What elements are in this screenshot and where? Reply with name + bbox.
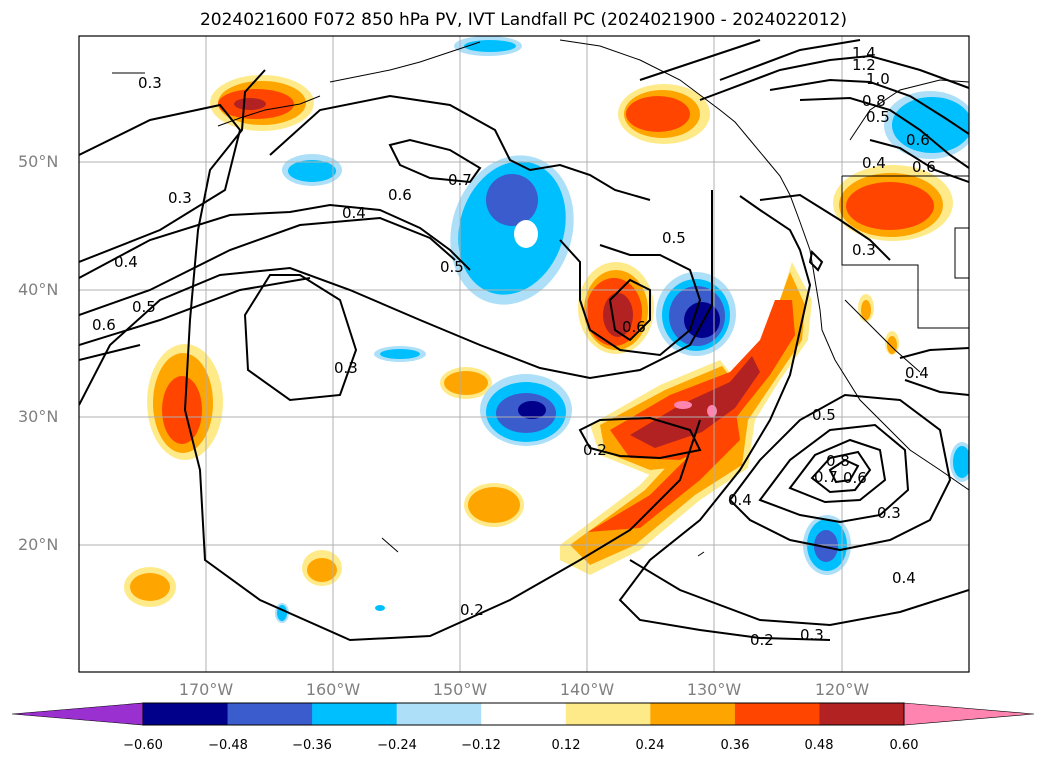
coastlines: [112, 39, 969, 557]
colorbar-cell: [481, 703, 567, 725]
contour-label: 1.0: [866, 70, 890, 88]
contour-label: 0.3: [852, 241, 876, 259]
contour-label: 0.6: [92, 316, 116, 334]
map-background: [79, 36, 969, 672]
colorbar-tick-label: 0.36: [720, 738, 750, 753]
contour-label: 0.4: [728, 491, 752, 509]
contour-label: 0.3: [168, 189, 192, 207]
map-frame: [78, 35, 970, 673]
contour-label: 0.6: [388, 186, 412, 204]
lon-label: 140°W: [559, 680, 615, 699]
contour-label: 0.4: [905, 364, 929, 382]
contour-labels: 0.3 0.3 0.4 0.5 0.6 0.4 0.6 0.7 0.5 0.5 …: [92, 44, 936, 649]
colorbar-tick-label: 0.60: [889, 738, 919, 753]
contour-label: 0.4: [862, 154, 886, 172]
lat-label: 50°N: [18, 152, 59, 171]
colorbar-extend-low: [11, 702, 144, 726]
lon-label: 170°W: [178, 680, 234, 699]
contour-label: 0.7: [448, 171, 472, 189]
contour-label: 0.5: [866, 108, 890, 126]
pv-contours: [79, 39, 969, 642]
contour-label: 0.6: [906, 131, 930, 149]
contour-label: 0.3: [800, 626, 824, 644]
contour-label: 0.8: [826, 452, 850, 470]
lon-label: 150°W: [432, 680, 488, 699]
contour-label: 0.4: [342, 204, 366, 222]
colorbar-cell: [227, 703, 313, 725]
colorbar-tick-label: −0.48: [208, 738, 248, 753]
colorbar-cell: [734, 703, 820, 725]
contour-label: 0.5: [440, 258, 464, 276]
contour-label: 0.2: [583, 441, 607, 459]
colorbar-tick-label: 0.12: [551, 738, 581, 753]
pv-fill-layer: [124, 36, 969, 623]
colorbar-tick-label: −0.60: [123, 738, 163, 753]
colorbar-tick-label: 0.48: [804, 738, 834, 753]
contour-label: 0.4: [114, 253, 138, 271]
lon-label: 120°W: [814, 680, 870, 699]
contour-label: 0.5: [812, 406, 836, 424]
contour-label: 0.6: [622, 318, 646, 336]
colorbar-cell: [143, 703, 229, 725]
contour-label: 1.4: [852, 44, 876, 62]
colorbar-tick-label: −0.36: [292, 738, 332, 753]
colorbar-tick-label: 0.24: [635, 738, 665, 753]
contour-label: 0.3: [877, 504, 901, 522]
contour-label: 0.5: [662, 229, 686, 247]
colorbar-cell: [565, 703, 651, 725]
map-title: 2024021600 F072 850 hPa PV, IVT Landfall…: [199, 10, 847, 30]
colorbar-cell: [312, 703, 398, 725]
colorbar: [11, 702, 1035, 726]
graticule: [79, 36, 969, 672]
colorbar-tick-label: −0.24: [377, 738, 417, 753]
contour-label: 0.3: [334, 359, 358, 377]
colorbar-tick-label: −0.12: [461, 738, 501, 753]
lon-label: 160°W: [305, 680, 361, 699]
contour-label: 0.2: [750, 631, 774, 649]
contour-label: 0.4: [892, 569, 916, 587]
contour-label: 0.6: [912, 158, 936, 176]
lat-label: 30°N: [18, 407, 59, 426]
contour-label: 0.5: [132, 298, 156, 316]
contour-label: 0.3: [138, 74, 162, 92]
colorbar-cell: [396, 703, 482, 725]
contour-label: 1.2: [852, 56, 876, 74]
lat-label: 20°N: [18, 535, 59, 554]
colorbar-cell: [819, 703, 905, 725]
contour-label: 0.7: [814, 468, 838, 486]
lat-label: 40°N: [18, 280, 59, 299]
lon-label: 130°W: [686, 680, 742, 699]
contour-label: 0.6: [843, 469, 867, 487]
contour-label: 0.8: [862, 92, 886, 110]
colorbar-cell: [650, 703, 736, 725]
colorbar-extend-high: [903, 702, 1035, 726]
contour-label: 0.2: [460, 601, 484, 619]
